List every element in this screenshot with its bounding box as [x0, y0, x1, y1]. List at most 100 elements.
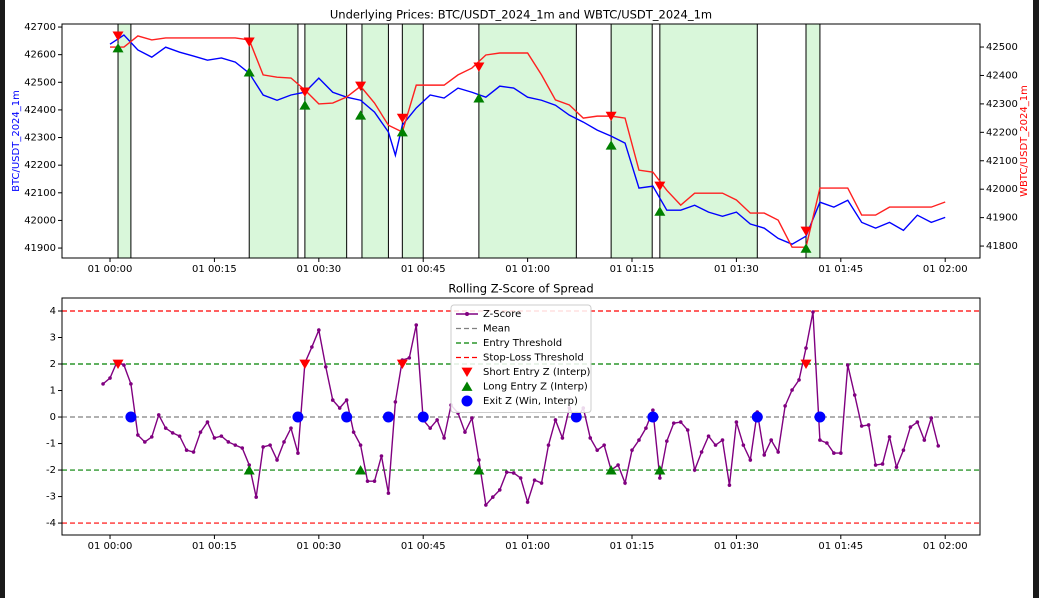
point	[379, 454, 384, 458]
point	[553, 418, 558, 422]
trade-span	[806, 24, 820, 258]
point	[386, 491, 391, 495]
point	[289, 426, 293, 430]
point	[268, 443, 272, 447]
y-tick-label: 3	[50, 333, 56, 344]
long-marker	[112, 43, 124, 53]
point	[296, 451, 300, 455]
point	[671, 421, 676, 425]
legend-label: Long Entry Z (Interp)	[483, 382, 588, 393]
y-tick-label: 41900	[24, 243, 56, 254]
point	[282, 440, 286, 444]
point	[623, 481, 627, 485]
point	[804, 346, 808, 350]
point	[539, 481, 544, 485]
plot-area	[109, 24, 946, 258]
long-marker	[605, 465, 617, 475]
short-marker	[473, 62, 485, 72]
point	[839, 451, 843, 455]
point	[198, 430, 203, 434]
y-tick-label: -4	[46, 518, 56, 529]
y-tick-label: 4	[50, 306, 56, 317]
x-tick-label: 01 01:45	[818, 264, 863, 275]
point	[720, 438, 725, 442]
point	[588, 436, 593, 440]
long-marker	[654, 206, 666, 216]
point	[463, 430, 467, 434]
legend-box	[450, 304, 592, 413]
point	[894, 465, 899, 469]
point	[915, 420, 920, 424]
y-tick-label: 42400	[24, 105, 56, 116]
point	[310, 345, 314, 349]
point	[797, 378, 801, 382]
y-tick-label: 2	[50, 359, 56, 370]
trade-span	[304, 24, 347, 258]
point	[616, 463, 620, 467]
point	[644, 426, 648, 430]
long-marker	[243, 67, 255, 77]
long-marker	[396, 127, 408, 137]
y-tick-label: 42600	[24, 50, 56, 61]
trade-span	[249, 24, 298, 258]
legend: Z-Score Mean Entry Threshold Stop-Loss Thre…	[450, 304, 592, 413]
x-tick-label: 01 00:15	[192, 541, 237, 552]
point	[247, 463, 252, 467]
trade-span	[118, 24, 131, 258]
point	[275, 458, 279, 462]
point	[783, 404, 787, 408]
point	[191, 450, 196, 454]
point	[442, 436, 446, 440]
point	[254, 495, 258, 499]
legend-swatch	[461, 381, 473, 391]
y-tick-label: 42700	[24, 22, 56, 33]
trade-span	[361, 24, 389, 258]
short-marker	[800, 359, 812, 369]
point	[546, 443, 551, 447]
legend-swatch	[465, 312, 469, 316]
point	[233, 443, 238, 447]
point	[706, 434, 711, 438]
point	[337, 406, 342, 410]
point	[525, 500, 530, 504]
legend-label: Mean	[483, 324, 510, 335]
y-tick-label: -3	[46, 492, 56, 503]
y2-tick-label: 41800	[986, 241, 1018, 252]
x-tick-label: 01 00:15	[192, 264, 237, 275]
point	[602, 443, 606, 447]
series-line	[109, 34, 946, 245]
point	[143, 440, 147, 444]
y-tick-label: -2	[46, 465, 56, 476]
exit-marker	[751, 411, 763, 423]
point	[511, 471, 516, 475]
long-marker	[473, 93, 485, 103]
short-marker	[243, 37, 255, 47]
y-tick-label: 42000	[24, 215, 56, 226]
short-marker	[112, 31, 124, 41]
long-marker	[243, 465, 255, 475]
point	[769, 438, 774, 442]
point	[414, 323, 419, 327]
point	[351, 430, 356, 434]
point	[873, 463, 878, 467]
long-marker	[355, 465, 367, 475]
point	[887, 435, 892, 439]
point	[317, 328, 321, 332]
point	[212, 436, 217, 440]
point	[651, 408, 655, 412]
y-tick-label: 42500	[24, 77, 56, 88]
point	[261, 445, 265, 449]
y-tick-label: -1	[46, 439, 56, 450]
point	[184, 448, 189, 452]
y-tick-label: 0	[50, 412, 56, 423]
short-marker	[299, 359, 311, 369]
point	[922, 438, 927, 442]
point	[818, 438, 822, 442]
point	[678, 420, 683, 424]
long-marker	[473, 465, 485, 475]
point	[560, 436, 565, 440]
point	[901, 448, 906, 452]
y-tick-label: 42200	[24, 160, 56, 171]
point	[226, 440, 231, 444]
legend-label: Z-Score	[483, 309, 521, 320]
